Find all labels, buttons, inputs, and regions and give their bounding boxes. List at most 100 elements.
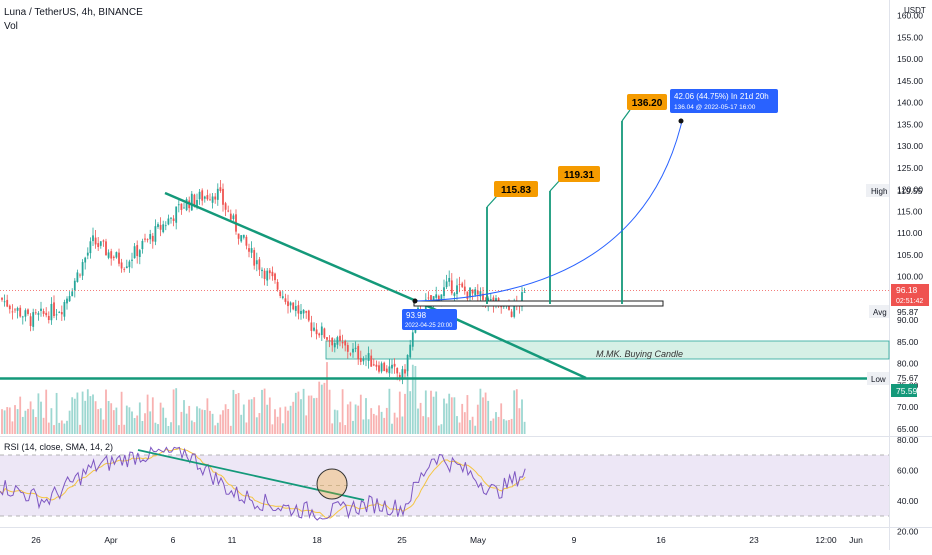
measure-tag[interactable]: 42.06 (44.75%) In 21d 20h 136.04 @ 2022-… [670, 89, 778, 113]
candle-body [365, 358, 367, 360]
volume-bar [336, 410, 339, 434]
candle-body [198, 191, 201, 200]
volume-bar [417, 408, 419, 434]
candle-body [73, 280, 76, 291]
volume-bar [250, 399, 253, 434]
buy-zone[interactable] [325, 340, 890, 360]
candle-body [214, 196, 217, 200]
resistance-trendline[interactable] [164, 191, 415, 302]
volume-bar [232, 389, 235, 434]
candle-body [393, 363, 396, 367]
target-3-text: 136.20 [632, 98, 663, 109]
candle-body [209, 199, 211, 201]
rsi-breakout-circle[interactable] [316, 468, 348, 500]
candle-body [427, 297, 430, 299]
target-3-tag[interactable]: 136.20 [627, 94, 667, 110]
volume-bar [315, 397, 318, 434]
volume-bar [255, 417, 258, 434]
candle-body [185, 199, 188, 211]
volume-bar [245, 422, 248, 434]
price-tick: 110.00 [897, 228, 923, 238]
candle-body [258, 259, 261, 270]
volume-bar [86, 389, 89, 434]
candle-body [71, 291, 74, 297]
candle-body [367, 353, 370, 361]
target-2-tag[interactable]: 119.31 [558, 166, 600, 182]
last-price-tag[interactable]: 96.18 02:51:42 [891, 284, 929, 306]
rsi-axis[interactable]: 80.00 60.00 40.00 20.00 [897, 435, 919, 537]
volume-bar [144, 413, 146, 434]
rsi-tick: 40.00 [897, 496, 919, 506]
candle-body [279, 291, 282, 296]
low-value: 75.67 [897, 373, 919, 383]
rsi-sma-line [0, 447, 526, 519]
candle-body [8, 305, 11, 310]
volume-bar [27, 408, 29, 434]
candle-body [354, 347, 357, 349]
volume-bar [362, 419, 365, 434]
volume-bar [118, 424, 120, 434]
candle-body [339, 335, 341, 341]
volume-bar [424, 390, 427, 434]
candle-body [466, 291, 469, 300]
base-rectangle[interactable] [413, 300, 664, 307]
volume-bar [352, 420, 354, 434]
projection-curve[interactable] [415, 120, 683, 302]
volume-bar [198, 408, 201, 434]
candle-body [136, 245, 139, 257]
volume-bar [302, 388, 305, 434]
candle-body [409, 344, 412, 358]
price-tick: 120.00 [897, 185, 923, 195]
candle-body [497, 298, 500, 301]
volume-bar [411, 364, 414, 434]
volume-bar [151, 397, 154, 434]
candle-body [170, 217, 172, 219]
volume-bar [94, 401, 97, 434]
volume-bar [162, 407, 165, 434]
candle-body [177, 204, 180, 206]
volume-bar [120, 391, 123, 434]
volume-bar [445, 403, 448, 434]
candle-body [154, 226, 157, 242]
volume-bar [380, 411, 383, 434]
volume-bar [427, 417, 430, 434]
volume-bar [14, 405, 16, 434]
candle-body [40, 308, 42, 311]
volume-bar [430, 390, 432, 434]
rsi-trendline[interactable] [137, 449, 365, 501]
candle-body [346, 345, 349, 352]
candle-body [523, 291, 526, 293]
price-tick: 130.00 [897, 141, 923, 151]
candle-body [115, 252, 118, 258]
volume-bar [229, 425, 232, 434]
target-1-tag[interactable]: 115.83 [494, 181, 538, 197]
candle-body [84, 257, 87, 263]
candle-body [123, 268, 126, 270]
volume-bar [489, 420, 492, 434]
price-tick: 70.00 [897, 402, 919, 412]
volume-bar [136, 415, 139, 434]
high-value: 119.55 [897, 186, 923, 196]
rsi-line [0, 446, 526, 521]
candle-body [341, 341, 344, 344]
time-tick: 23 [749, 535, 759, 545]
volume-bar [401, 416, 404, 434]
candle-body [27, 309, 29, 314]
candle-body [263, 270, 266, 279]
candle-body [157, 224, 159, 227]
volume-bar [284, 406, 287, 434]
candle-body [344, 341, 347, 346]
volume-bar [60, 420, 63, 434]
volume-bar [331, 423, 334, 434]
time-axis[interactable]: 26 Apr 6 11 18 25 May 9 16 23 12:00 Jun [31, 535, 863, 545]
low-marker: Low 75.67 [867, 372, 919, 385]
volume-bar [318, 381, 321, 434]
volume-bar [414, 365, 417, 434]
candle-body [294, 306, 297, 311]
candle-body [440, 294, 443, 300]
candle-body [60, 312, 63, 315]
volume-bar [271, 424, 274, 434]
start-tag[interactable]: 93.98 2022-04-25 20:00 [402, 309, 457, 330]
candle-body [450, 280, 453, 294]
